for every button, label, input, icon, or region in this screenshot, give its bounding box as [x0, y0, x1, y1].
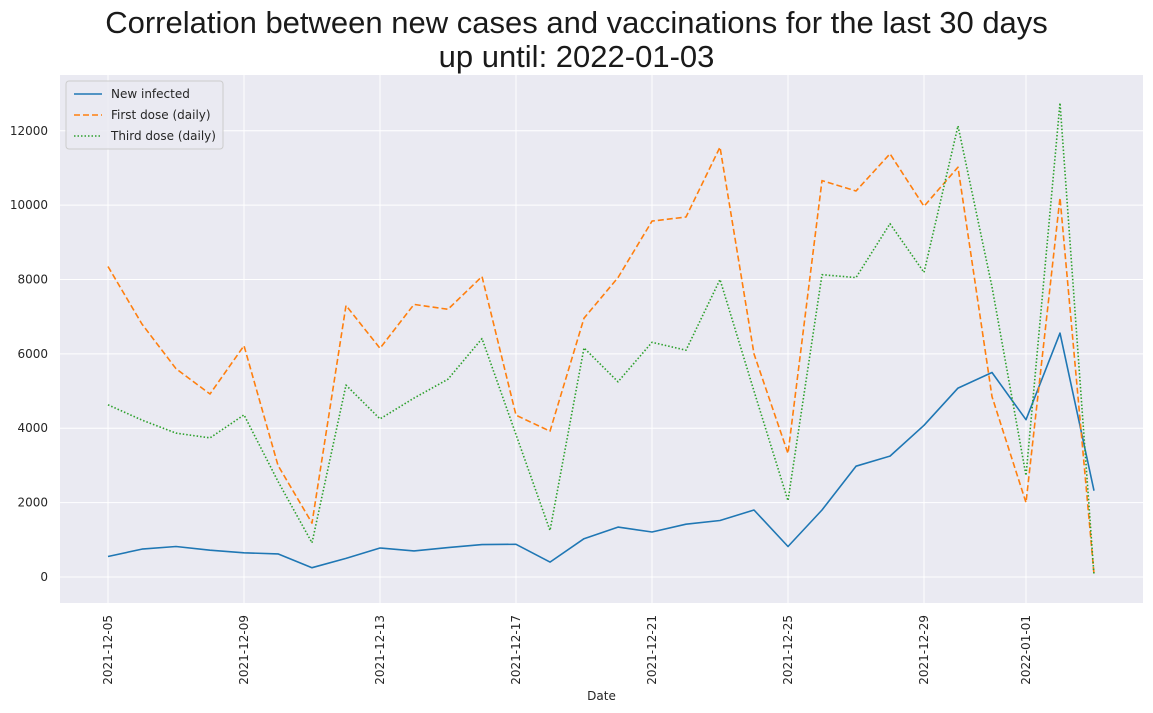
legend-label: New infected: [111, 87, 190, 101]
legend-label: First dose (daily): [111, 108, 211, 122]
chart-title-line2: up until: 2022-01-03: [438, 39, 715, 74]
x-tick-label: 2021-12-21: [645, 615, 659, 685]
y-tick-label: 10000: [10, 198, 48, 212]
chart-title-line1: Correlation between new cases and vaccin…: [105, 5, 1048, 40]
x-tick-label: 2021-12-25: [781, 615, 795, 685]
y-tick-label: 8000: [17, 273, 48, 287]
x-tick-label: 2022-01-01: [1019, 615, 1033, 685]
y-tick-label: 0: [40, 570, 48, 584]
y-tick-label: 6000: [17, 347, 48, 361]
series-line-0: [107, 332, 1095, 569]
y-axis-ticks: 0 2000 4000 6000 8000 10000 12000: [10, 124, 48, 584]
x-tick-label: 2021-12-09: [237, 615, 251, 685]
legend-label: Third dose (daily): [110, 129, 216, 143]
y-tick-label: 2000: [17, 496, 48, 510]
x-tick-label: 2021-12-05: [101, 615, 115, 685]
y-tick-label: 12000: [10, 124, 48, 138]
plot-area: [60, 75, 1143, 603]
y-tick-label: 4000: [17, 421, 48, 435]
chart-title: Correlation between new cases and vaccin…: [0, 6, 1153, 74]
x-tick-label: 2021-12-13: [373, 615, 387, 685]
legend: New infected First dose (daily) Third dose…: [65, 80, 224, 150]
x-tick-label: 2021-12-17: [509, 615, 523, 685]
series-lines: [107, 102, 1095, 576]
grid-lines: [60, 75, 1143, 603]
series-line-1: [107, 146, 1095, 575]
x-tick-label: 2021-12-29: [917, 615, 931, 685]
x-axis-label: Date: [587, 689, 616, 703]
series-line-2: [107, 102, 1095, 576]
legend-box: [65, 80, 224, 150]
x-axis-ticks: 2021-12-05 2021-12-09 2021-12-13 2021-12-17…: [101, 615, 1033, 685]
